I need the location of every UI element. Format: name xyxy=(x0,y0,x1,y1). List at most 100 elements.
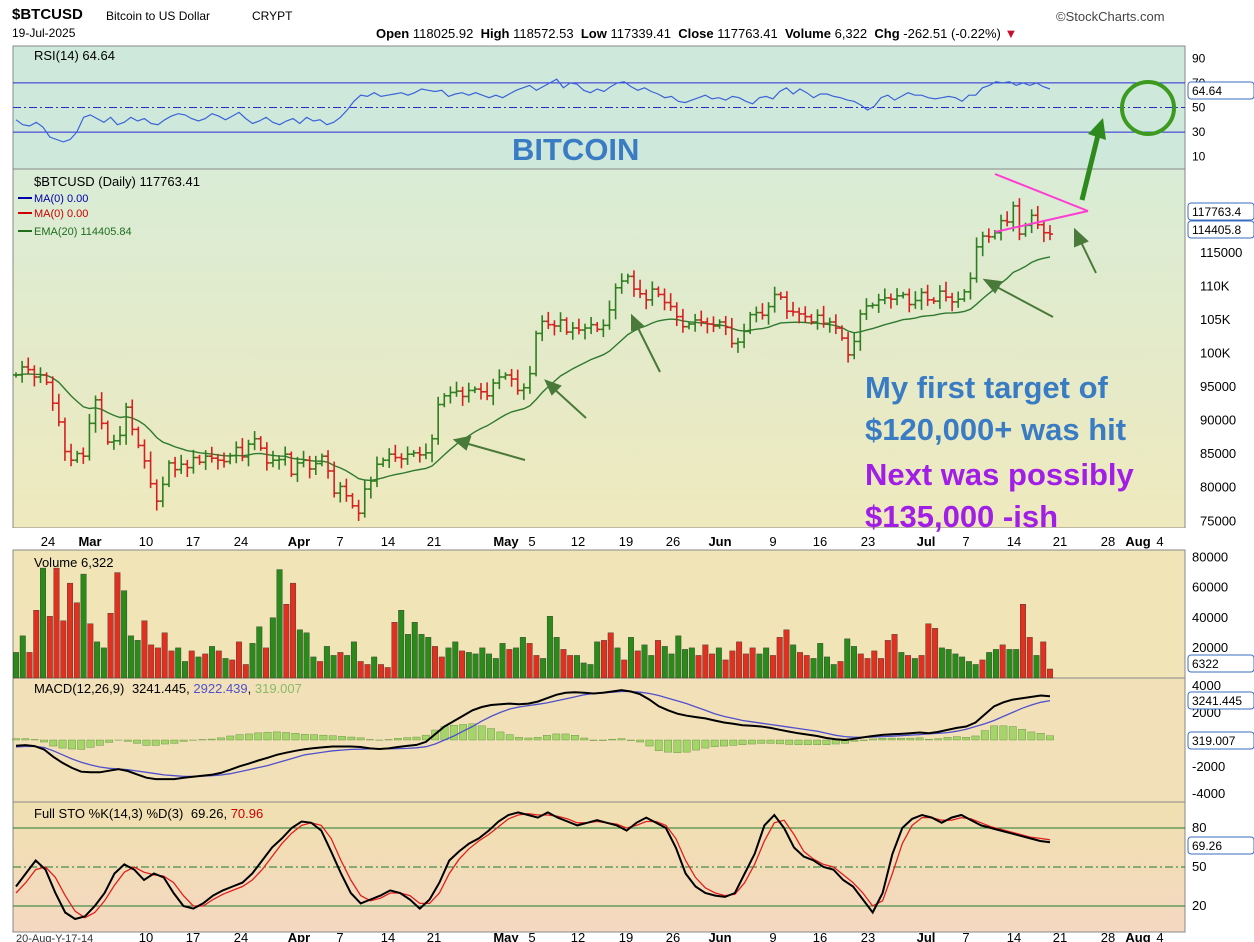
macd-histogram-bar xyxy=(1046,735,1054,741)
macd-histogram-bar xyxy=(356,737,365,741)
volume-bar xyxy=(323,646,330,679)
volume-bar xyxy=(756,653,763,679)
stochastic-tick-label: 50 xyxy=(1192,859,1206,874)
support-arrow-4 xyxy=(992,284,1054,318)
volume-bar xyxy=(418,634,425,679)
volume-bar xyxy=(790,644,797,679)
volume-bar xyxy=(519,637,526,679)
price-bar xyxy=(123,402,130,445)
price-bar xyxy=(930,297,937,304)
volume-bar xyxy=(891,634,898,679)
price-bar xyxy=(900,291,907,299)
volume-bar xyxy=(810,658,817,679)
price-bar xyxy=(300,450,307,468)
price-bar xyxy=(875,293,882,313)
macd-histogram-bar xyxy=(598,739,607,741)
price-bar xyxy=(343,478,350,502)
macd-histogram-bar xyxy=(729,739,738,746)
price-bar xyxy=(159,476,166,508)
volume-bar xyxy=(202,653,209,679)
stochastic-k-value: 69.26 xyxy=(191,806,224,821)
macd-histogram-bar xyxy=(86,739,95,748)
macd-histogram-bar xyxy=(477,725,486,741)
price-tick-label: 105K xyxy=(1200,312,1231,327)
macd-histogram-bar xyxy=(142,739,151,746)
price-bar xyxy=(496,369,503,390)
ma2-legend: MA(0) 0.00 xyxy=(34,208,88,220)
price-bar xyxy=(196,454,203,465)
volume-title: Volume 6,322 xyxy=(34,555,114,570)
volume-bar xyxy=(73,602,80,679)
macd-title-text: MACD(12,26,9) xyxy=(34,681,124,696)
volume-bar xyxy=(655,640,661,679)
price-bar xyxy=(881,288,888,305)
volume-bar xyxy=(364,664,371,679)
price-bar xyxy=(857,309,864,351)
bottom-x-tick-label: 12 xyxy=(571,930,585,942)
volume-bar xyxy=(405,634,411,679)
price-bar xyxy=(373,456,380,488)
low-value: 117339.41 xyxy=(610,26,671,41)
price-bar xyxy=(643,289,650,310)
x-tick-label: Apr xyxy=(288,534,310,549)
price-bar xyxy=(245,439,252,467)
volume-bar xyxy=(121,590,128,679)
price-bar xyxy=(147,451,154,489)
price-bar xyxy=(294,456,301,483)
volume-bar xyxy=(303,632,310,679)
price-bar xyxy=(545,311,552,330)
volume-bar xyxy=(763,647,770,679)
volume-bar xyxy=(1020,604,1026,679)
chg-value: -262.51 (-0.22%) xyxy=(903,26,1001,41)
price-bar xyxy=(551,320,558,336)
macd-histogram-bar xyxy=(58,739,67,749)
volume-bar xyxy=(459,650,465,679)
svg-text:117763.4: 117763.4 xyxy=(1192,205,1241,219)
macd-histogram-bar xyxy=(822,739,831,745)
macd-histogram-bar xyxy=(105,739,114,743)
breakout-arrow-shaft xyxy=(1079,134,1101,201)
macd-histogram-bar xyxy=(487,728,495,741)
symbol-title: $BTCUSD xyxy=(12,6,83,23)
volume-bar xyxy=(830,664,837,679)
price-bar xyxy=(490,378,497,406)
volume-bar xyxy=(702,644,709,679)
price-title: $BTCUSD (Daily) 117763.41 xyxy=(34,174,200,189)
macd-histogram-bar xyxy=(682,739,691,753)
macd-histogram-bar xyxy=(133,739,141,744)
volume-bar xyxy=(783,629,790,679)
volume-bar xyxy=(215,650,222,679)
macd-histogram-bar xyxy=(775,739,784,745)
macd-histogram-bar xyxy=(1018,729,1026,741)
price-bar xyxy=(404,446,411,465)
price-bar xyxy=(276,455,283,470)
volume-bar xyxy=(263,647,270,679)
price-bar xyxy=(698,310,705,327)
macd-histogram-bar xyxy=(915,737,924,741)
macd-histogram-bar xyxy=(999,725,1008,741)
price-bar xyxy=(178,454,185,474)
price-bar xyxy=(869,302,876,309)
volume-bar xyxy=(864,658,871,679)
volume-bar xyxy=(628,637,634,679)
volume-bar xyxy=(337,652,344,679)
price-bar xyxy=(863,298,870,320)
price-bar xyxy=(184,459,191,478)
price-bar xyxy=(239,438,246,462)
volume-bar xyxy=(229,659,236,679)
price-bar xyxy=(692,313,699,332)
volume-bar xyxy=(377,664,384,679)
price-bar xyxy=(667,293,674,311)
volume-bar xyxy=(560,649,567,679)
volume-bar xyxy=(918,655,925,679)
x-tick-label: 19 xyxy=(619,534,633,549)
macd-tick-label: -4000 xyxy=(1192,786,1225,801)
volume-bar xyxy=(236,641,242,679)
volume-bar xyxy=(607,632,614,679)
volume-bar xyxy=(371,656,378,679)
price-bar xyxy=(979,231,986,257)
volume-bar xyxy=(911,658,918,679)
volume-bar xyxy=(1040,641,1047,679)
volume-bar xyxy=(296,629,303,679)
